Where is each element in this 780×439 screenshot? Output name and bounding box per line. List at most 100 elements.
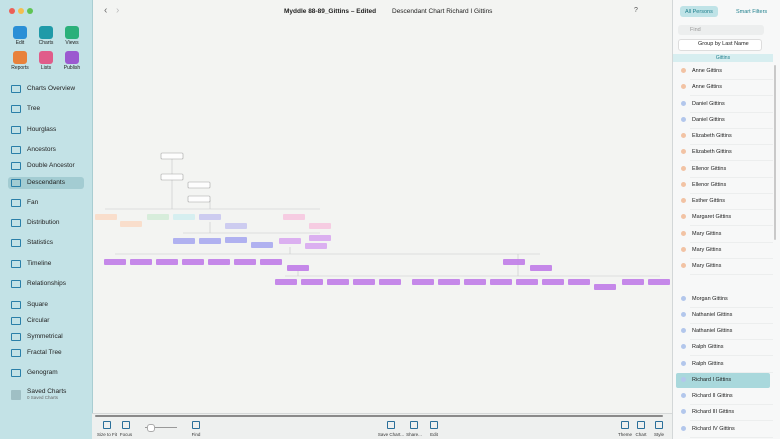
sidebar-item[interactable]: Distribution [27, 219, 60, 226]
bottom-icon[interactable] [122, 421, 130, 429]
person-name[interactable]: Ralph Gittins [692, 344, 724, 351]
sidebar-item[interactable]: Fractal Tree [27, 349, 62, 356]
toolbar-icon[interactable] [13, 51, 27, 64]
sidebar-icon [11, 219, 21, 227]
toolbar-label: Views [65, 40, 79, 46]
sidebar-item[interactable]: Charts Overview [27, 85, 76, 92]
sidebar-item[interactable]: Statistics [27, 239, 54, 246]
zoom-slider[interactable] [145, 427, 177, 428]
toolbar-icon[interactable] [65, 26, 79, 39]
bottom-label: Size to Fit [96, 432, 117, 437]
group-by-popup[interactable] [678, 39, 762, 51]
sidebar-item[interactable]: Relationships [27, 280, 67, 287]
person-node [251, 242, 273, 248]
document-title: Myddle 88-89_Gittins – Edited [284, 8, 377, 15]
person-name[interactable]: Mary Gittins [692, 230, 722, 237]
sidebar-icon [11, 349, 21, 357]
toolbar-icon[interactable] [39, 26, 53, 39]
person-node [327, 279, 349, 285]
person-name[interactable]: Richard III Gittins [692, 409, 735, 416]
gender-dot [681, 328, 686, 333]
sidebar-icon [11, 260, 21, 268]
zoom-button[interactable] [27, 8, 33, 14]
person-name[interactable]: Elizabeth Gittins [692, 133, 732, 139]
tab[interactable]: Smart Filters [736, 9, 768, 15]
person-name[interactable]: Mary Gittins [692, 263, 722, 269]
person-name[interactable]: Richard II Gittins [692, 393, 733, 399]
sidebar-item[interactable]: Ancestors [27, 146, 56, 153]
close-button[interactable] [9, 8, 15, 14]
person-name[interactable]: Daniel Gittins [692, 116, 725, 123]
sidebar-item[interactable]: Descendants [27, 179, 65, 186]
scrollbar[interactable] [95, 415, 663, 417]
saved-charts[interactable]: Saved Charts [27, 388, 67, 395]
sidebar-icon [11, 239, 21, 247]
sidebar-item[interactable]: Symmetrical [27, 333, 63, 340]
help-button[interactable]: ? [634, 7, 638, 14]
gender-dot [681, 116, 686, 122]
forward-button[interactable]: › [116, 5, 120, 16]
chart-canvas [95, 152, 670, 290]
person-name[interactable]: Mary Gittins [692, 246, 722, 253]
person-name[interactable]: Ralph Gittins [692, 360, 724, 367]
person-name[interactable]: Esther Gittins [692, 198, 726, 204]
bottom-icon[interactable] [637, 421, 645, 429]
person-name[interactable]: Anne Gittins [692, 84, 722, 91]
person-name[interactable]: Margaret Gittins [692, 214, 732, 221]
bottom-label: Chart [635, 432, 647, 437]
gender-dot [681, 133, 686, 138]
bottom-icon[interactable] [192, 421, 200, 429]
bottom-icon[interactable] [387, 421, 395, 429]
sidebar-item[interactable]: Hourglass [27, 126, 57, 133]
toolbar-icon[interactable] [13, 26, 27, 39]
minimize-button[interactable] [18, 8, 24, 14]
toolbar-icon[interactable] [65, 51, 79, 64]
row-divider [690, 192, 773, 194]
back-button[interactable]: ‹ [104, 5, 108, 16]
gender-dot [681, 295, 686, 301]
tab[interactable]: All Persons [685, 9, 713, 15]
person-name[interactable]: Anne Gittins [692, 68, 722, 74]
toolbar-icon[interactable] [39, 51, 53, 64]
bottom-icon[interactable] [655, 421, 663, 429]
sidebar-item[interactable]: Genogram [27, 369, 58, 376]
gender-dot [681, 214, 686, 220]
person-name[interactable]: Morgan Gittins [692, 295, 728, 302]
person-node [225, 223, 247, 229]
gender-dot [681, 181, 686, 187]
person-node [568, 279, 590, 285]
person-name[interactable]: Nathaniel Gittins [692, 328, 733, 334]
toolbar-label: Reports [11, 65, 29, 71]
sidebar-item[interactable]: Timeline [27, 260, 52, 267]
search-field[interactable] [678, 25, 764, 35]
sidebar-icon [11, 369, 21, 377]
person-name[interactable]: Ellenor Gittins [692, 165, 727, 172]
row-divider [690, 339, 773, 340]
sidebar-item[interactable]: Square [27, 301, 48, 308]
person-name[interactable]: Richard I Gittins [692, 376, 732, 383]
sidebar-item[interactable]: Tree [27, 105, 41, 112]
person-node [309, 223, 331, 229]
bottom-icon[interactable] [410, 421, 418, 429]
person-name[interactable]: Daniel Gittins [692, 100, 725, 107]
sidebar-item[interactable]: Fan [27, 199, 39, 206]
person-node [503, 259, 525, 265]
row-divider [690, 225, 773, 227]
group-by-label: Group by Last Name [698, 41, 749, 47]
bottom-icon[interactable] [621, 421, 629, 429]
sidebar-item[interactable]: Circular [27, 317, 50, 324]
bottom-icon[interactable] [430, 421, 438, 429]
person-name[interactable]: Elizabeth Gittins [692, 149, 732, 156]
gender-dot [681, 198, 686, 203]
bottom-icon[interactable] [103, 421, 111, 429]
row-divider [690, 127, 773, 129]
sidebar-icon [11, 105, 21, 113]
zoom-knob[interactable] [147, 424, 155, 432]
person-node [120, 221, 142, 227]
person-name[interactable]: Richard IV Gittins [692, 425, 735, 432]
person-name[interactable]: Nathaniel Gittins [692, 311, 733, 318]
person-name[interactable]: Ellenor Gittins [692, 181, 727, 188]
row-divider [690, 95, 773, 97]
search-placeholder: Find [690, 27, 701, 33]
sidebar-item[interactable]: Double Ancestor [27, 162, 75, 169]
